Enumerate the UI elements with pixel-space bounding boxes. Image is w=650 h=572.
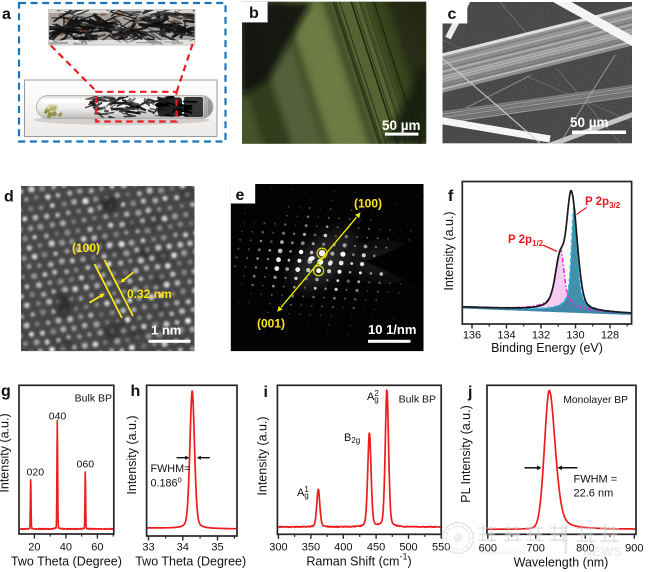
svg-text:Tsinghua University: Tsinghua University (478, 551, 526, 557)
svg-text:Intensity (a.u.): Intensity (a.u.) (256, 416, 270, 495)
svg-text:60: 60 (91, 542, 103, 554)
svg-text:Intensity (a.u.): Intensity (a.u.) (125, 415, 139, 494)
svg-text:900: 900 (625, 543, 643, 555)
svg-text:Bulk BP: Bulk BP (399, 394, 436, 406)
svg-text:A2g: A2 g (367, 389, 379, 404)
svg-text:(001): (001) (257, 317, 285, 331)
svg-text:e: e (236, 187, 245, 204)
svg-text:0.32 nm: 0.32 nm (127, 287, 172, 301)
svg-text:PL Intensity (a.u.): PL Intensity (a.u.) (459, 405, 473, 503)
svg-text:134: 134 (497, 330, 515, 342)
svg-text:NEWS: NEWS (583, 544, 622, 559)
svg-text:450: 450 (367, 542, 385, 554)
svg-text:g: g (1, 383, 11, 400)
svg-text:(100): (100) (72, 241, 100, 255)
svg-text:50 µm: 50 µm (570, 115, 609, 130)
svg-text:i: i (264, 384, 268, 401)
svg-text:FWHM =: FWHM = (574, 474, 618, 486)
svg-text:128: 128 (601, 330, 619, 342)
svg-text:22.6 nm: 22.6 nm (574, 488, 614, 500)
svg-text:040: 040 (49, 411, 67, 423)
svg-text:33: 33 (142, 542, 154, 554)
svg-text:020: 020 (27, 467, 45, 479)
svg-text:Bulk BP: Bulk BP (75, 393, 112, 405)
svg-text:A1g: A1 g (297, 485, 309, 500)
svg-text:400: 400 (334, 542, 352, 554)
svg-text:Two Theta (Degree): Two Theta (Degree) (135, 555, 246, 569)
svg-text:1 nm: 1 nm (151, 323, 181, 338)
svg-text:10 1/nm: 10 1/nm (368, 322, 416, 337)
svg-text:Intensity (a.u.): Intensity (a.u.) (0, 413, 12, 492)
svg-text:700: 700 (527, 543, 545, 555)
svg-text:20: 20 (28, 542, 40, 554)
svg-text:B2g: B2g (344, 432, 360, 445)
svg-text:Two Theta (Degree): Two Theta (Degree) (11, 555, 122, 569)
svg-text:d: d (4, 189, 14, 206)
svg-text:P 2p1/2: P 2p1/2 (508, 234, 544, 248)
svg-text:350: 350 (302, 542, 320, 554)
svg-text:40: 40 (60, 542, 72, 554)
svg-text:50 µm: 50 µm (382, 118, 421, 133)
svg-text:300: 300 (269, 542, 287, 554)
svg-text:800: 800 (576, 543, 594, 555)
svg-text:Raman Shift (cm-1): Raman Shift (cm-1) (306, 552, 411, 569)
svg-text:f: f (448, 188, 454, 205)
svg-text:600: 600 (479, 543, 497, 555)
svg-text:550: 550 (432, 542, 450, 554)
svg-text:35: 35 (211, 542, 223, 554)
svg-text:h: h (131, 383, 141, 400)
svg-text:c: c (448, 6, 457, 23)
svg-text:500: 500 (399, 542, 417, 554)
svg-text:130: 130 (566, 330, 584, 342)
svg-text:34: 34 (177, 542, 189, 554)
svg-text:0.1860: 0.1860 (151, 476, 182, 490)
svg-text:a: a (2, 6, 11, 23)
svg-text:b: b (249, 5, 259, 22)
svg-text:FWHM=: FWHM= (151, 463, 191, 475)
svg-text:136: 136 (463, 330, 481, 342)
svg-text:P 2p3/2: P 2p3/2 (585, 196, 621, 210)
svg-text:060: 060 (77, 459, 95, 471)
svg-text:(100): (100) (354, 197, 382, 211)
svg-text:Wavelength (nm): Wavelength (nm) (514, 556, 609, 570)
svg-text:132: 132 (532, 330, 550, 342)
svg-text:Binding Energy (eV): Binding Energy (eV) (491, 341, 603, 355)
svg-text:j: j (467, 384, 472, 401)
svg-text:Intensity (a.u.): Intensity (a.u.) (442, 211, 456, 290)
svg-text:Monolayer BP: Monolayer BP (563, 395, 628, 406)
